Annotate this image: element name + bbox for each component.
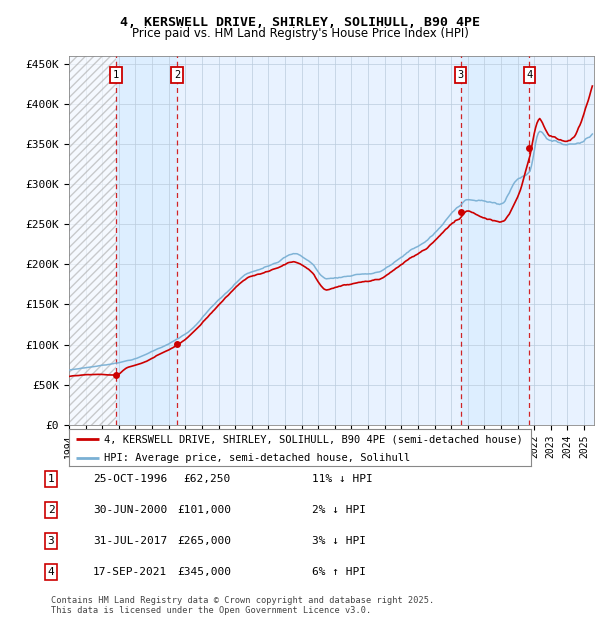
Text: 4: 4	[47, 567, 55, 577]
Bar	[69, 56, 116, 425]
Text: 25-OCT-1996: 25-OCT-1996	[93, 474, 167, 484]
Text: 4, KERSWELL DRIVE, SHIRLEY, SOLIHULL, B90 4PE: 4, KERSWELL DRIVE, SHIRLEY, SOLIHULL, B9…	[120, 16, 480, 29]
Text: Price paid vs. HM Land Registry's House Price Index (HPI): Price paid vs. HM Land Registry's House …	[131, 27, 469, 40]
Text: 1: 1	[47, 474, 55, 484]
Text: 6% ↑ HPI: 6% ↑ HPI	[312, 567, 366, 577]
Text: 1: 1	[113, 70, 119, 80]
Text: £101,000: £101,000	[177, 505, 231, 515]
Text: 3: 3	[458, 70, 464, 80]
Text: 17-SEP-2021: 17-SEP-2021	[93, 567, 167, 577]
Text: 2: 2	[47, 505, 55, 515]
Text: £62,250: £62,250	[184, 474, 231, 484]
Text: 31-JUL-2017: 31-JUL-2017	[93, 536, 167, 546]
Text: 4: 4	[526, 70, 532, 80]
Text: 30-JUN-2000: 30-JUN-2000	[93, 505, 167, 515]
Text: 4, KERSWELL DRIVE, SHIRLEY, SOLIHULL, B90 4PE (semi-detached house): 4, KERSWELL DRIVE, SHIRLEY, SOLIHULL, B9…	[104, 435, 523, 445]
Text: 3% ↓ HPI: 3% ↓ HPI	[312, 536, 366, 546]
Text: HPI: Average price, semi-detached house, Solihull: HPI: Average price, semi-detached house,…	[104, 453, 410, 463]
Bar	[177, 56, 461, 425]
Text: 11% ↓ HPI: 11% ↓ HPI	[312, 474, 373, 484]
Bar	[461, 56, 529, 425]
Text: £265,000: £265,000	[177, 536, 231, 546]
Text: Contains HM Land Registry data © Crown copyright and database right 2025.
This d: Contains HM Land Registry data © Crown c…	[51, 596, 434, 615]
Bar	[116, 56, 177, 425]
Text: 3: 3	[47, 536, 55, 546]
Text: 2: 2	[174, 70, 180, 80]
Text: £345,000: £345,000	[177, 567, 231, 577]
Bar	[529, 56, 594, 425]
Text: 2% ↓ HPI: 2% ↓ HPI	[312, 505, 366, 515]
Bar	[69, 48, 116, 425]
